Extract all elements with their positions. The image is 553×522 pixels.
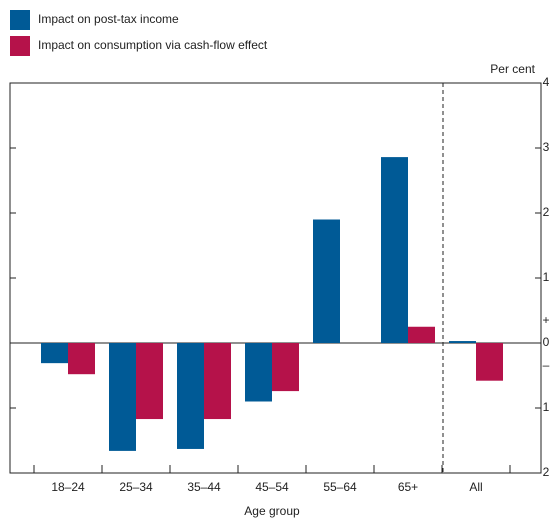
bar — [313, 219, 340, 343]
bar — [41, 343, 68, 364]
y-tick-label: 2 — [543, 465, 550, 479]
y-tick-label: 2 — [543, 205, 550, 219]
bar — [245, 343, 272, 402]
y-tick-label: 3 — [543, 140, 550, 154]
legend-label: Impact on post-tax income — [38, 12, 179, 26]
legend-label: Impact on consumption via cash-flow effe… — [38, 38, 268, 52]
positive-sign: + — [542, 313, 549, 327]
legend-swatch — [10, 10, 30, 30]
bar — [177, 343, 204, 449]
y-tick-label: 0 — [543, 335, 550, 349]
unit-label: Per cent — [490, 62, 535, 76]
bar — [449, 341, 476, 343]
x-tick-label: 65+ — [398, 480, 418, 494]
y-tick-label: 4 — [543, 75, 550, 89]
x-tick-label: 25–34 — [119, 480, 153, 494]
x-axis-label: Age group — [244, 504, 300, 518]
bar — [476, 343, 503, 381]
bar — [109, 343, 136, 451]
x-tick-label: 18–24 — [51, 480, 85, 494]
bar — [408, 326, 435, 343]
legend-swatch — [10, 36, 30, 56]
plot-frame — [9, 82, 542, 474]
bar — [272, 343, 299, 392]
x-tick-label: 45–54 — [255, 480, 289, 494]
bar — [381, 157, 408, 343]
x-tick-label: All — [469, 480, 482, 494]
negative-sign: – — [543, 358, 550, 372]
bar — [136, 343, 163, 420]
bar — [68, 343, 95, 375]
x-tick-label: 35–44 — [187, 480, 221, 494]
bar — [204, 343, 231, 420]
y-tick-label: 1 — [543, 400, 550, 414]
y-tick-label: 1 — [543, 270, 550, 284]
x-tick-label: 55–64 — [323, 480, 357, 494]
